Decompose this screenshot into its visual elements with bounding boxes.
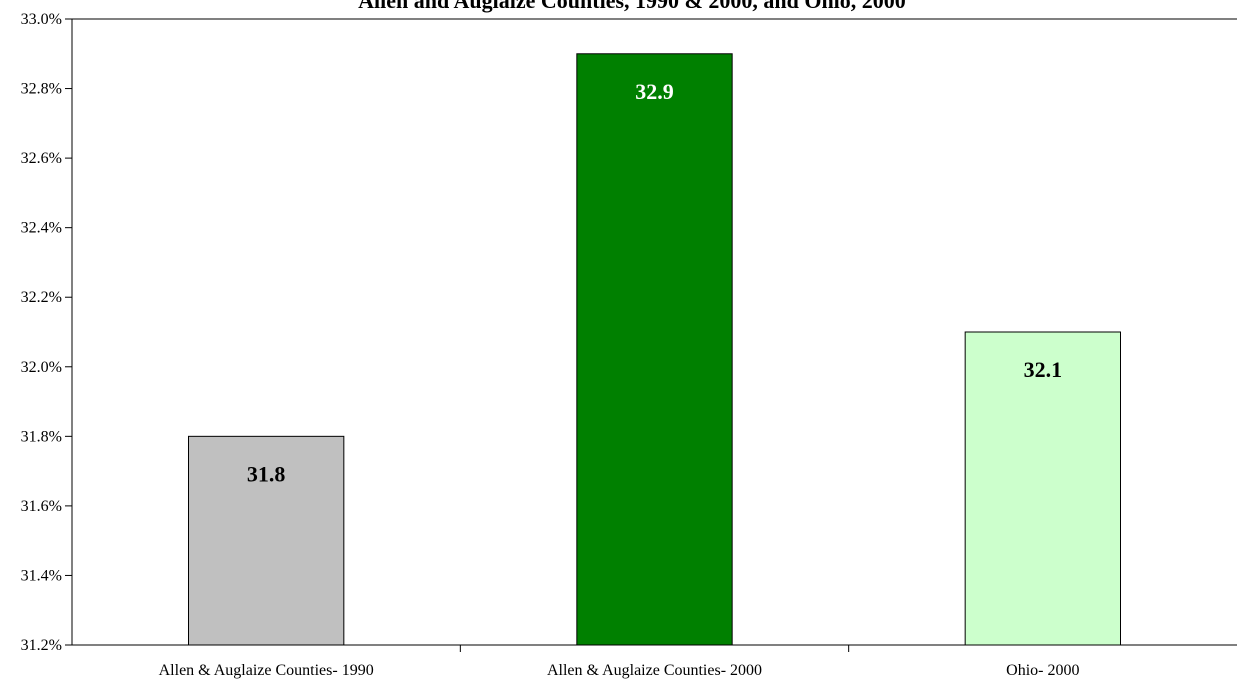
bar bbox=[576, 53, 733, 646]
y-axis: 31.2% 31.4% 31.6% 31.8% 32.0% 32.2% 32.4% 32.6%… bbox=[21, 11, 72, 654]
x-tick-label: Allen & Auglaize Counties- 2000 bbox=[547, 662, 762, 679]
y-tick-label: 33.0% bbox=[21, 11, 62, 28]
x-axis: Allen & Auglaize Counties- 1990 Allen & A… bbox=[159, 662, 1080, 679]
y-tick-label: 32.8% bbox=[21, 81, 62, 98]
y-tick-label: 32.0% bbox=[21, 359, 62, 376]
bars: 31.8 32.9 32.1 bbox=[188, 53, 1122, 646]
chart-title: Allen and Auglaize Counties, 1990 & 2000… bbox=[358, 0, 906, 13]
data-label: 31.8 bbox=[247, 461, 286, 486]
y-tick-label: 31.2% bbox=[21, 637, 62, 654]
x-tick-label: Allen & Auglaize Counties- 1990 bbox=[159, 662, 374, 679]
y-tick-label: 31.6% bbox=[21, 498, 62, 515]
y-tick-label: 32.6% bbox=[21, 150, 62, 167]
y-tick-label: 31.8% bbox=[21, 428, 62, 445]
y-tick-label: 31.4% bbox=[21, 567, 62, 584]
bar bbox=[188, 435, 345, 646]
y-tick-label: 32.4% bbox=[21, 220, 62, 237]
y-tick-label: 32.2% bbox=[21, 289, 62, 306]
x-tick-label: Ohio- 2000 bbox=[1006, 662, 1079, 679]
axes bbox=[71, 18, 1237, 652]
data-label: 32.1 bbox=[1024, 357, 1063, 382]
bar bbox=[964, 331, 1122, 646]
data-label: 32.9 bbox=[635, 79, 674, 104]
